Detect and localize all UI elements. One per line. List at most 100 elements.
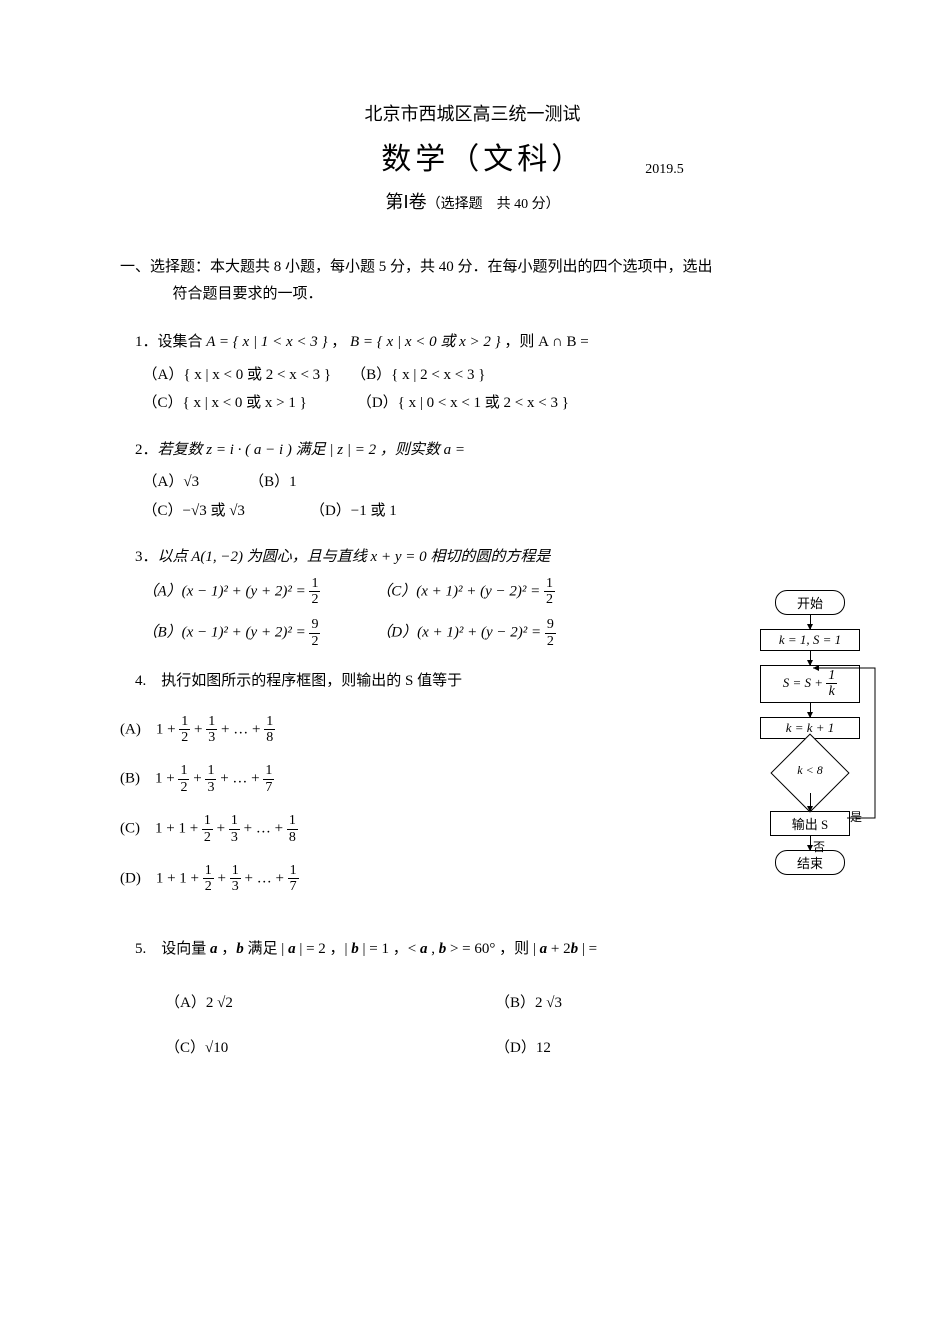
- q1-stem-a: 设集合: [158, 334, 207, 350]
- q1-end: ，则 A ∩ B =: [501, 334, 589, 350]
- f-d: 2: [202, 830, 213, 845]
- q1-setA: A = { x | 1 < x < 3 }: [206, 334, 327, 350]
- f-n: 1: [202, 813, 213, 829]
- f-d: 2: [178, 780, 189, 795]
- fc-condition: k < 8: [770, 753, 850, 793]
- q3-optD: （D）(x + 1)² + (y − 2)² = 92: [376, 617, 606, 649]
- instruction-line-1: 一、选择题：本大题共 8 小题，每小题 5 分，共 40 分．在每小题列出的四个…: [120, 259, 713, 275]
- q5-optD: （D）12: [495, 1034, 825, 1063]
- q4-D-prefix: (D) 1 + 1 +: [120, 870, 203, 886]
- fc-init: k = 1, S = 1: [760, 629, 860, 651]
- q3-B-den: 2: [309, 634, 320, 649]
- q3-options: （A）(x − 1)² + (y + 2)² = 12 （C）(x + 1)² …: [143, 576, 826, 650]
- q3-C-num: 1: [544, 576, 555, 592]
- q1-mid: ，: [327, 334, 350, 350]
- q1-optC: （C）{ x | x < 0 或 x > 1 }: [143, 389, 307, 418]
- q4-stem: 4. 执行如图所示的程序框图，则输出的 S 值等于: [135, 667, 825, 696]
- q3-number: 3．: [135, 549, 158, 565]
- q3-A-num: 1: [309, 576, 320, 592]
- section-note: （选择题 共 40 分）: [427, 197, 560, 212]
- q4-number: 4.: [135, 673, 146, 689]
- q3-optA: （A）(x − 1)² + (y + 2)² = 12: [143, 576, 373, 608]
- q3-optB-lhs: （B）(x − 1)² + (y + 2)² =: [143, 625, 310, 641]
- f-n: 1: [264, 714, 275, 730]
- q3-optD-lhs: （D）(x + 1)² + (y − 2)² =: [376, 625, 545, 641]
- q4-C-prefix: (C) 1 + 1 +: [120, 820, 202, 836]
- f-n: 1: [203, 863, 214, 879]
- q3-D-num: 9: [545, 617, 556, 633]
- exam-date: 2019.5: [645, 162, 684, 178]
- exam-pretitle: 北京市西城区高三统一测试: [120, 100, 825, 126]
- q3-B-num: 9: [309, 617, 320, 633]
- f-n: 1: [230, 863, 241, 879]
- q2-optA: （A）√3: [143, 468, 200, 497]
- dots: … +: [233, 721, 264, 737]
- q5-optC: （C）√10: [165, 1034, 495, 1063]
- q2-optC: （C）−√3 或 √3: [143, 497, 245, 526]
- fc-end: 结束: [775, 850, 845, 875]
- dots: … +: [257, 870, 288, 886]
- q4-stem-text: 执行如图所示的程序框图，则输出的 S 值等于: [161, 673, 462, 689]
- f-d: 2: [203, 879, 214, 894]
- fc-cond-text: k < 8: [770, 763, 850, 778]
- question-5: 5. 设向量 a ，b 满足 | a | = 2 ，| b | = 1 ，< a…: [135, 935, 825, 1063]
- q4-optB: (B) 1 + 12 + 13 + … + 17: [120, 763, 825, 795]
- question-1: 1．设集合 A = { x | 1 < x < 3 } ， B = { x | …: [135, 328, 825, 418]
- f-d: 7: [288, 879, 299, 894]
- f-d: 3: [206, 730, 217, 745]
- f-n: 1: [179, 714, 190, 730]
- q1-optA: （A）{ x | x < 0 或 2 < x < 3 }: [143, 361, 332, 390]
- q5-options: （A）2 √2 （B）2 √3 （C）√10 （D）12: [165, 973, 825, 1062]
- q3-optC-lhs: （C）(x + 1)² + (y − 2)² =: [376, 583, 544, 599]
- fc-no-label: 否: [813, 838, 825, 855]
- fc-output: 输出 S: [770, 811, 850, 836]
- q2-optD: （D）−1 或 1: [310, 497, 397, 526]
- f-d: 3: [230, 879, 241, 894]
- q3-C-den: 2: [544, 592, 555, 607]
- q1-setB: B = { x | x < 0 或 x > 2 }: [350, 334, 501, 350]
- fc-s-num: 1: [826, 668, 837, 684]
- q5-optB: （B）2 √3: [495, 989, 825, 1018]
- q4-options: (A) 1 + 12 + 13 + … + 18 (B) 1 + 12 + 13…: [120, 714, 825, 895]
- q2-optB: （B）1: [249, 468, 297, 497]
- dots: … +: [256, 820, 287, 836]
- q4-B-prefix: (B) 1 +: [120, 771, 178, 787]
- q5-number: 5.: [135, 941, 146, 957]
- q2-number: 2．: [135, 442, 158, 458]
- q5-optA: （A）2 √2: [165, 989, 495, 1018]
- section-instructions: 一、选择题：本大题共 8 小题，每小题 5 分，共 40 分．在每小题列出的四个…: [120, 254, 825, 308]
- section-prefix: 第Ⅰ卷: [385, 192, 426, 212]
- fc-start: 开始: [775, 590, 845, 615]
- q5-stem: 5. 设向量 a ，b 满足 | a | = 2 ，| b | = 1 ，< a…: [135, 935, 825, 964]
- q3-D-den: 2: [545, 634, 556, 649]
- fc-update-s: S = S + 1k: [760, 665, 860, 703]
- f-n: 1: [288, 863, 299, 879]
- q4-optD: (D) 1 + 1 + 12 + 13 + … + 17: [120, 863, 825, 895]
- title-row: 数学（文科） 2019.5: [120, 134, 825, 178]
- f-n: 1: [178, 763, 189, 779]
- instruction-line-2: 符合题目要求的一项．: [120, 281, 825, 308]
- q2-options: （A）√3 （B）1 （C）−√3 或 √3 （D）−1 或 1: [143, 468, 826, 525]
- q4-optA: (A) 1 + 12 + 13 + … + 18: [120, 714, 825, 746]
- f-d: 3: [229, 830, 240, 845]
- fc-arrow-icon: [810, 703, 811, 717]
- q4-A-prefix: (A) 1 +: [120, 721, 179, 737]
- q3-A-den: 2: [309, 592, 320, 607]
- question-4: 4. 执行如图所示的程序框图，则输出的 S 值等于 (A) 1 + 12 + 1…: [135, 667, 825, 895]
- fc-arrow-icon: [810, 651, 811, 665]
- q2-stem: 2．若复数 z = i · ( a − i ) 满足 | z | = 2 ，则实…: [135, 436, 825, 465]
- f-n: 1: [206, 714, 217, 730]
- fc-s-lhs: S = S +: [783, 675, 827, 690]
- f-d: 7: [263, 780, 274, 795]
- q1-optB: （B）{ x | 2 < x < 3 }: [351, 361, 485, 390]
- question-3: 3．以点 A(1, −2) 为圆心，且与直线 x + y = 0 相切的圆的方程…: [135, 543, 825, 649]
- exam-header: 北京市西城区高三统一测试 数学（文科） 2019.5 第Ⅰ卷（选择题 共 40 …: [120, 100, 825, 214]
- question-2: 2．若复数 z = i · ( a − i ) 满足 | z | = 2 ，则实…: [135, 436, 825, 526]
- f-d: 3: [205, 780, 216, 795]
- f-d: 8: [287, 830, 298, 845]
- exam-title: 数学（文科）: [381, 134, 585, 178]
- q2-stem-text: 若复数 z = i · ( a − i ) 满足 | z | = 2 ，则实数 …: [158, 442, 466, 458]
- flowchart: 开始 k = 1, S = 1 S = S + 1k k = k + 1 k <…: [735, 590, 885, 875]
- q3-optC: （C）(x + 1)² + (y − 2)² = 12: [376, 576, 606, 608]
- q1-options: （A）{ x | x < 0 或 2 < x < 3 } （B）{ x | 2 <…: [143, 361, 826, 418]
